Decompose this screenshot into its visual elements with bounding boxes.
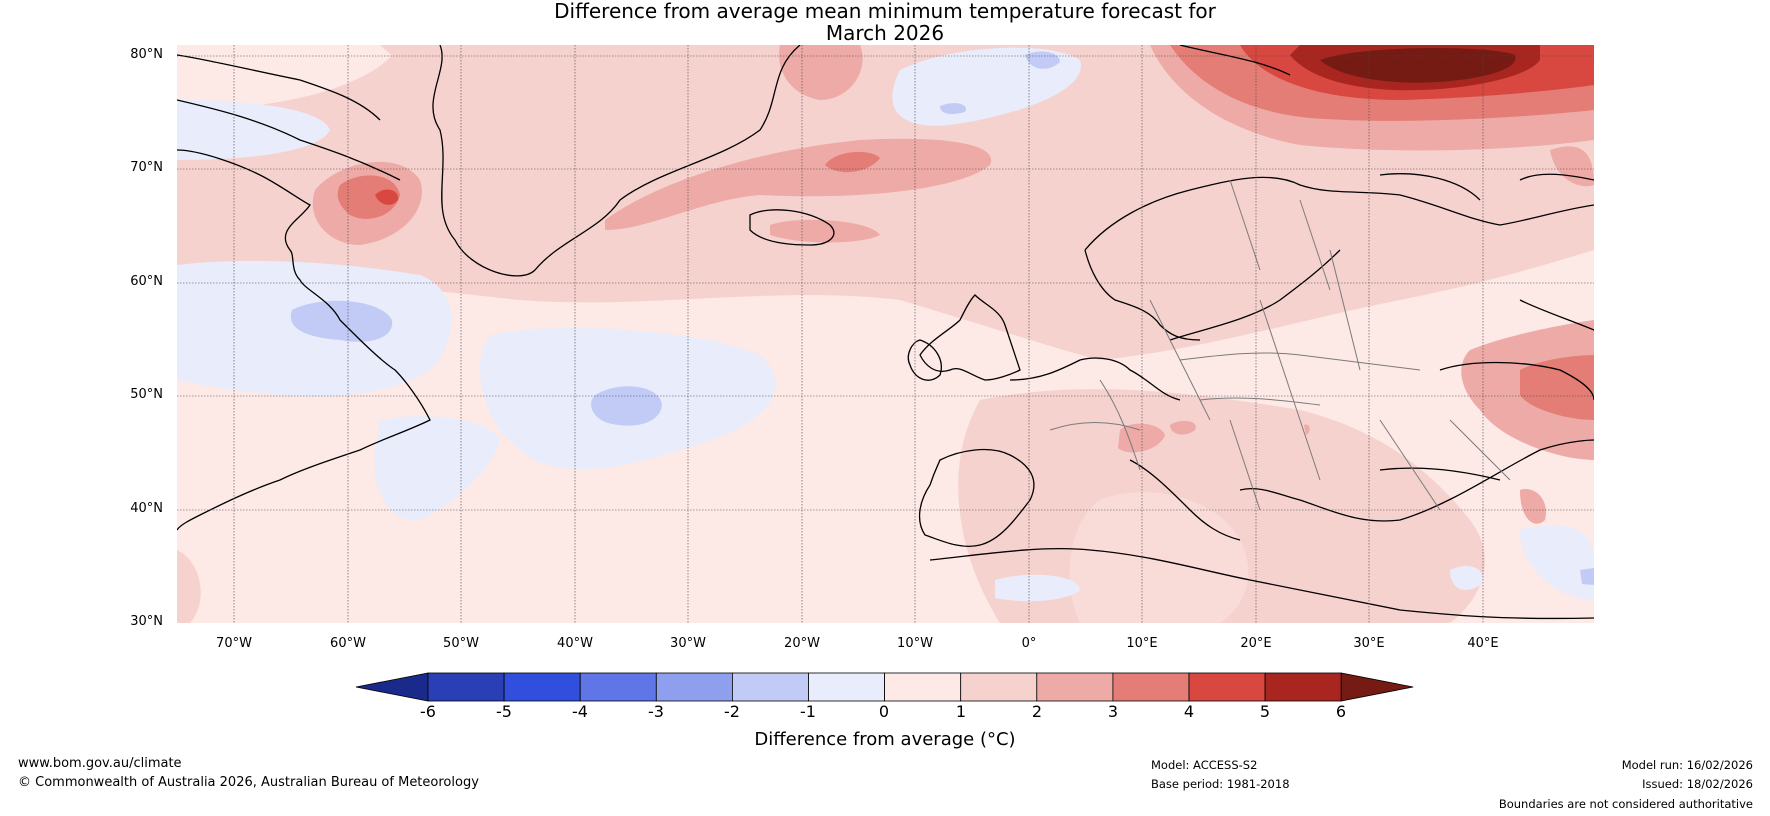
coastlines: [177, 45, 1594, 620]
colorbar-tick: 6: [1335, 702, 1347, 721]
lon-label-20e: 20°E: [1240, 636, 1272, 651]
colorbar: [355, 672, 1414, 702]
colorbar-tick: -4: [572, 702, 588, 721]
country-borders: [1049, 179, 1511, 511]
colorbar-tick: 0: [878, 702, 890, 721]
model-name: Model: ACCESS-S2: [1151, 758, 1258, 772]
lat-label-40n: 40°N: [130, 501, 163, 516]
colorbar-bin: [1036, 672, 1114, 702]
colorbar-bin: [427, 672, 505, 702]
lon-label-70w: 70°W: [216, 636, 252, 651]
footer-copyright: © Commonwealth of Australia 2026, Austra…: [18, 775, 479, 790]
colorbar-tick: 3: [1107, 702, 1119, 721]
colorbar-bin: [884, 672, 962, 702]
issued-date: Issued: 18/02/2026: [1642, 777, 1753, 791]
colorbar-bin: [732, 672, 809, 702]
boundaries-disclaimer: Boundaries are not considered authoritat…: [1498, 797, 1753, 811]
lon-label-50w: 50°W: [443, 636, 479, 651]
colorbar-tick: -1: [800, 702, 816, 721]
colorbar-bin: [1112, 672, 1190, 702]
colorbar-bin: [579, 672, 657, 702]
lon-label-30w: 30°W: [670, 636, 706, 651]
map-title-line-1: Difference from average mean minimum tem…: [554, 0, 1216, 23]
lon-label-10w: 10°W: [897, 636, 933, 651]
colorbar-bin: [960, 672, 1038, 702]
lon-label-40w: 40°W: [557, 636, 593, 651]
lon-label-60w: 60°W: [330, 636, 366, 651]
lat-label-60n: 60°N: [130, 274, 163, 289]
colorbar-tick: 4: [1183, 702, 1195, 721]
colorbar-tick: -2: [724, 702, 740, 721]
anomaly-field: [177, 45, 1594, 623]
lon-label-0: 0°: [1021, 636, 1037, 651]
lon-label-10e: 10°E: [1126, 636, 1158, 651]
colorbar-tick: -3: [648, 702, 664, 721]
colorbar-bin: [1264, 672, 1342, 702]
colorbar-tick: 1: [955, 702, 967, 721]
lat-label-50n: 50°N: [130, 387, 163, 402]
lat-label-70n: 70°N: [130, 160, 163, 175]
colorbar-tick: -6: [420, 702, 436, 721]
lon-label-20w: 20°W: [784, 636, 820, 651]
colorbar-bin: [1188, 672, 1266, 702]
map-title-line-2: March 2026: [825, 21, 945, 45]
graticule: [177, 45, 1594, 623]
colorbar-label: Difference from average (°C): [754, 729, 1016, 750]
footer-url: www.bom.gov.au/climate: [18, 756, 182, 771]
model-run-date: Model run: 16/02/2026: [1621, 758, 1753, 772]
lat-label-30n: 30°N: [130, 614, 163, 629]
lon-label-30e: 30°E: [1353, 636, 1385, 651]
colorbar-bin: [808, 672, 885, 702]
base-period: Base period: 1981-2018: [1151, 777, 1290, 791]
colorbar-tick: 2: [1031, 702, 1043, 721]
colorbar-bin: [655, 672, 733, 702]
lat-label-80n: 80°N: [130, 47, 163, 62]
colorbar-extend-low: [355, 672, 429, 702]
colorbar-tick: 5: [1259, 702, 1271, 721]
lon-label-40e: 40°E: [1467, 636, 1499, 651]
colorbar-extend-high: [1340, 672, 1414, 702]
colorbar-bin: [503, 672, 581, 702]
colorbar-tick: -5: [496, 702, 512, 721]
